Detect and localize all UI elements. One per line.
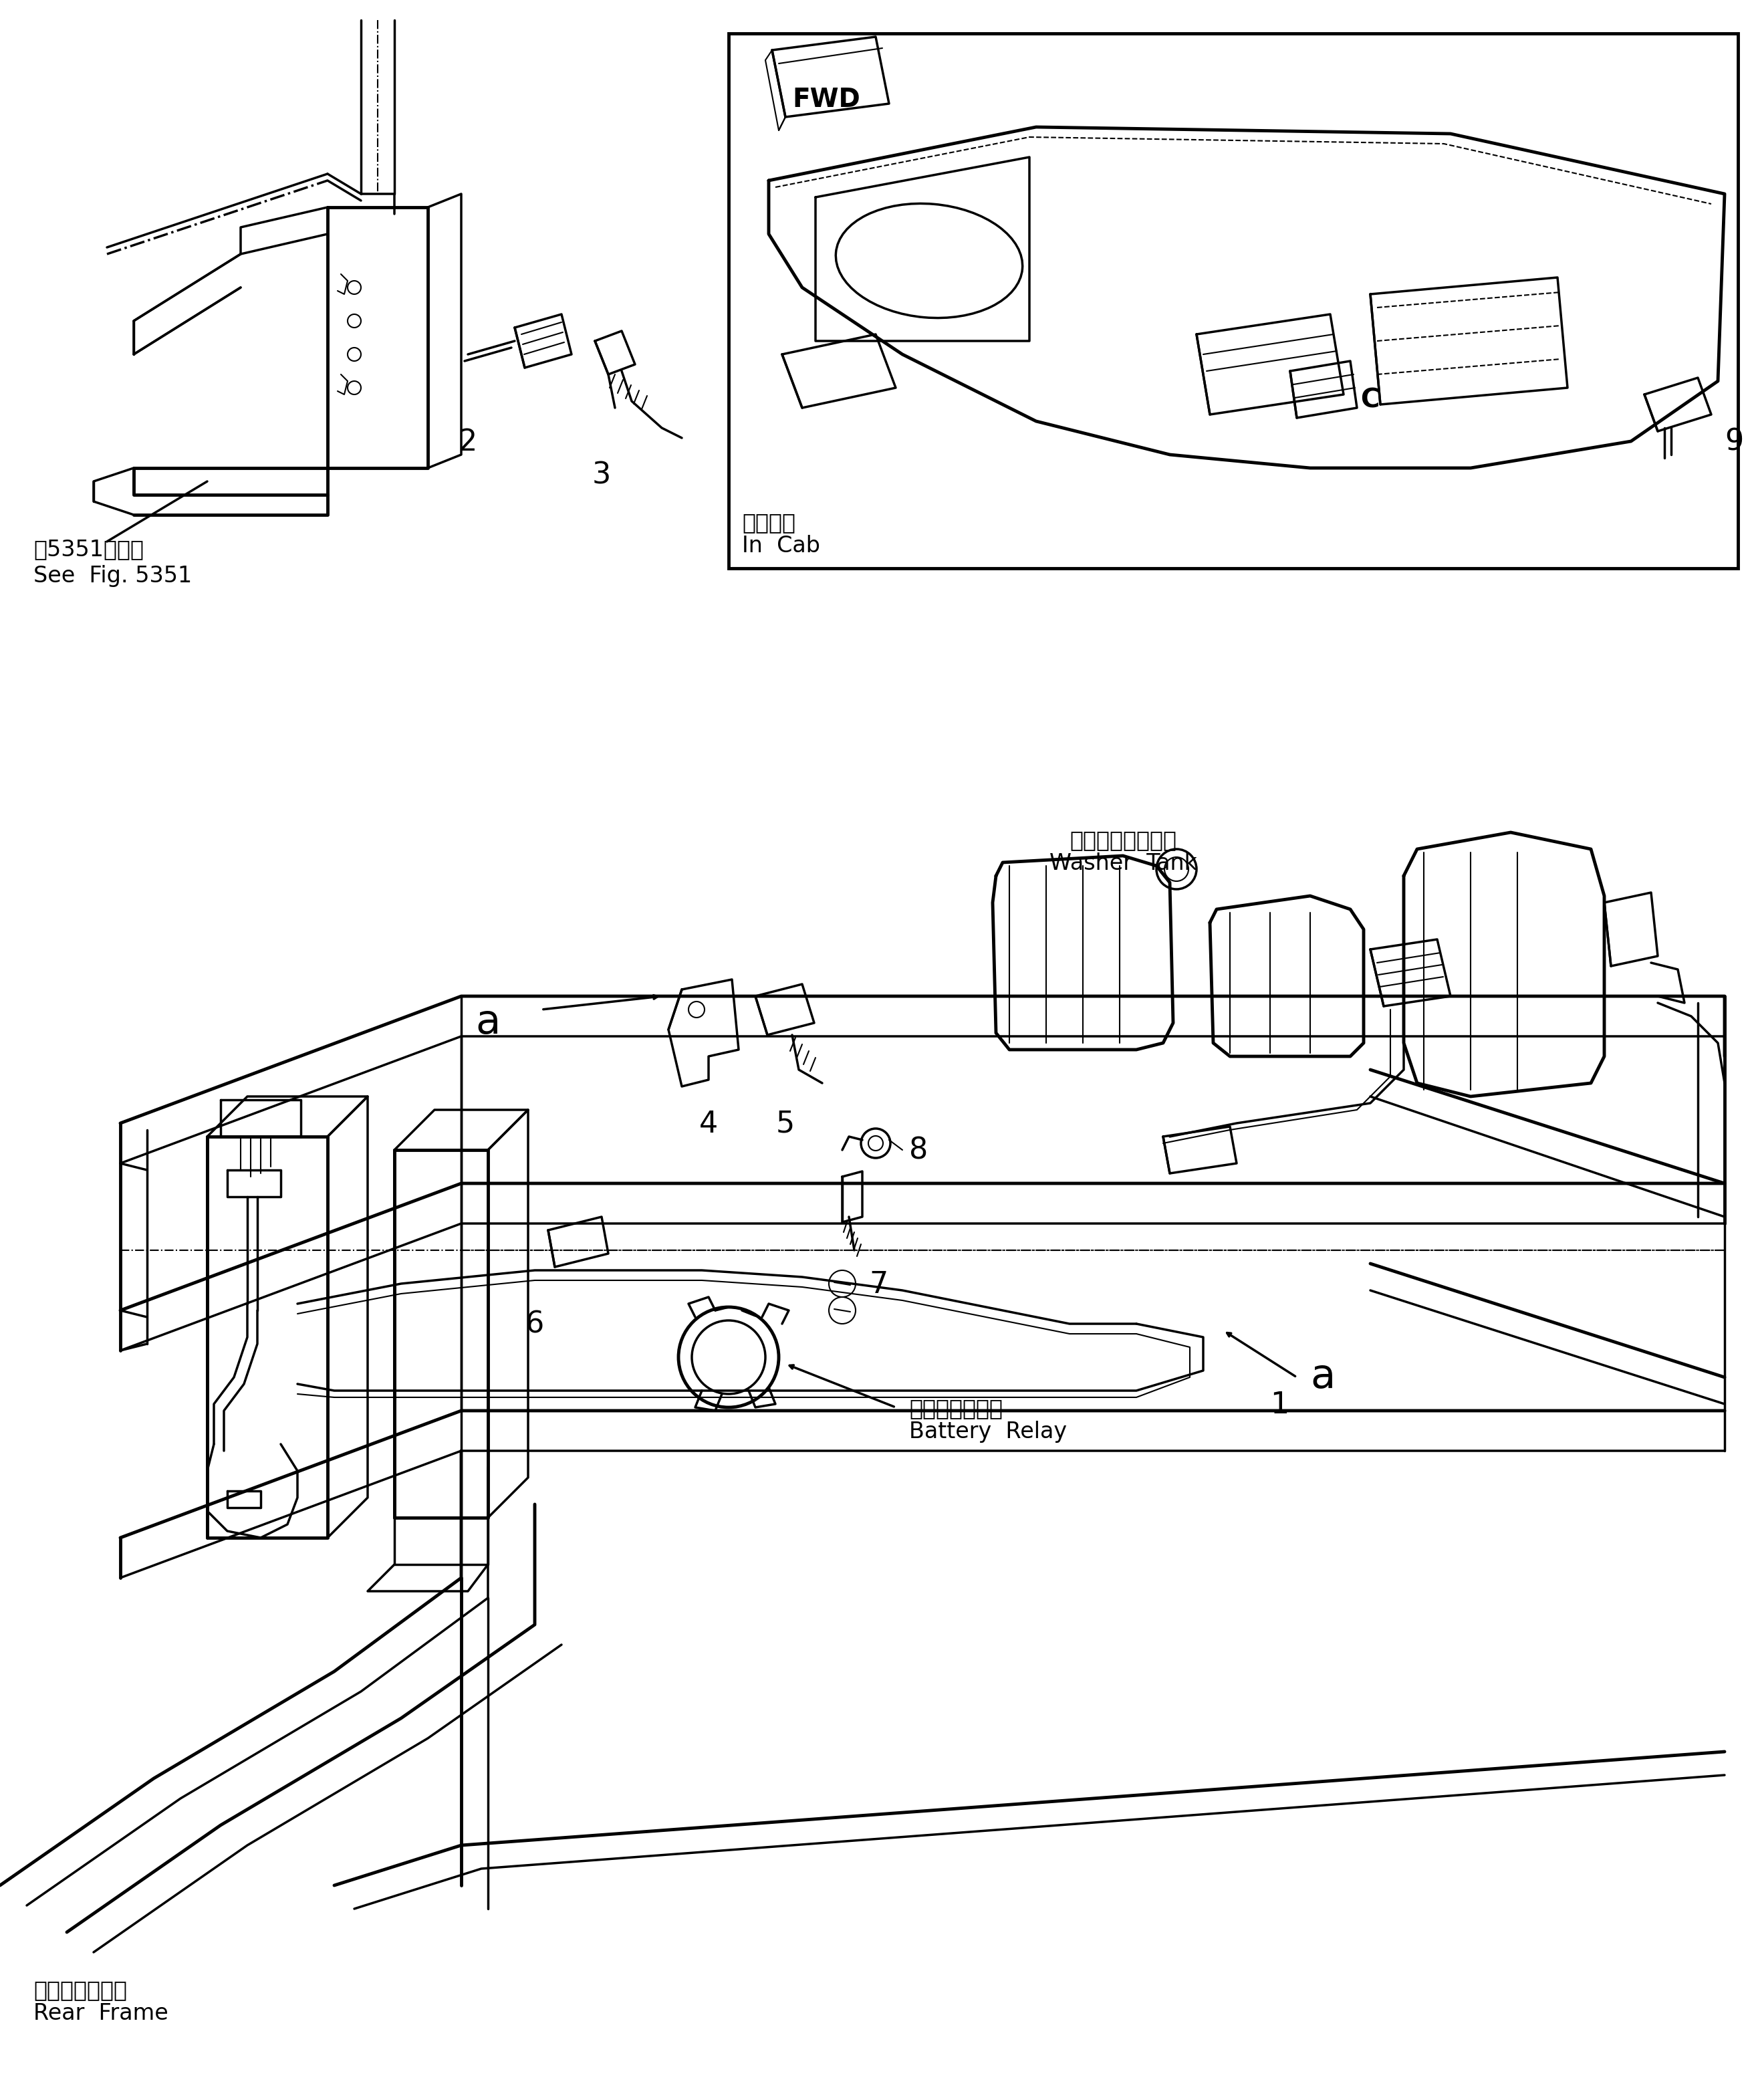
Text: 9: 9: [1724, 428, 1743, 456]
Bar: [729, 34, 1738, 569]
Text: 5: 5: [776, 1109, 795, 1138]
Text: FWD: FWD: [792, 86, 860, 111]
Text: 3: 3: [592, 462, 611, 489]
Text: キャブ内: キャブ内: [743, 512, 795, 533]
Text: a: a: [1310, 1357, 1335, 1396]
Text: 第5351図参照: 第5351図参照: [33, 538, 144, 561]
Text: 4: 4: [699, 1109, 718, 1138]
Text: In  Cab: In Cab: [743, 536, 820, 557]
Text: 7: 7: [869, 1270, 888, 1300]
Text: See  Fig. 5351: See Fig. 5351: [33, 565, 193, 588]
Text: C: C: [1360, 389, 1379, 414]
Text: Washer  Tank: Washer Tank: [1049, 853, 1197, 874]
Text: 6: 6: [526, 1310, 545, 1340]
Text: ウォッシャタンク: ウォッシャタンク: [1069, 830, 1176, 851]
Text: 1: 1: [1270, 1390, 1289, 1420]
Text: 8: 8: [909, 1136, 929, 1166]
Text: Rear  Frame: Rear Frame: [33, 2003, 168, 2024]
Text: a: a: [475, 1004, 501, 1042]
Text: 2: 2: [459, 428, 477, 456]
Text: Battery  Relay: Battery Relay: [909, 1422, 1067, 1443]
Text: バッテリリレー: バッテリリレー: [909, 1397, 1002, 1420]
Text: リヤーフレーム: リヤーフレーム: [33, 1978, 126, 2001]
